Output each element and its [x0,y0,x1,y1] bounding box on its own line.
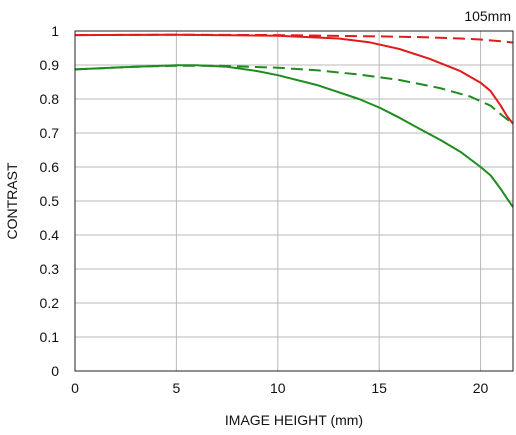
x-tick-label: 20 [473,380,489,396]
y-axis-title: CONTRAST [4,162,20,239]
series-line-2 [74,33,514,125]
x-axis-title: IMAGE HEIGHT (mm) [225,412,363,428]
y-tick-label: 0.3 [40,261,60,277]
y-tick-label: 0.2 [40,295,60,311]
y-tick-label: 0 [51,363,59,379]
series-line-3 [74,64,514,125]
x-tick-label: 15 [371,380,387,396]
y-tick-label: 0.6 [40,159,60,175]
y-tick-label: 0.5 [40,193,60,209]
y-tick-label: 0.7 [40,125,60,141]
x-tick-label: 0 [71,380,79,396]
series-lines [74,33,514,208]
y-tick-label: 1 [51,23,59,39]
y-tick-label: 0.1 [40,329,60,345]
x-tick-label: 10 [270,380,286,396]
plot-frame [74,30,514,372]
y-tick-label: 0.9 [40,57,60,73]
y-tick-label: 0.8 [40,91,60,107]
y-tick-label: 0.4 [40,227,60,243]
series-line-4 [74,64,514,208]
x-tick-label: 5 [172,380,180,396]
grid-lines [74,30,513,372]
tick-labels: 0 5 10 15 20 0 0.1 0.2 0.3 0.4 0.5 0.6 0.7 0.8 0.9 1 [40,23,489,396]
focal-length-label: 105mm [464,8,511,24]
